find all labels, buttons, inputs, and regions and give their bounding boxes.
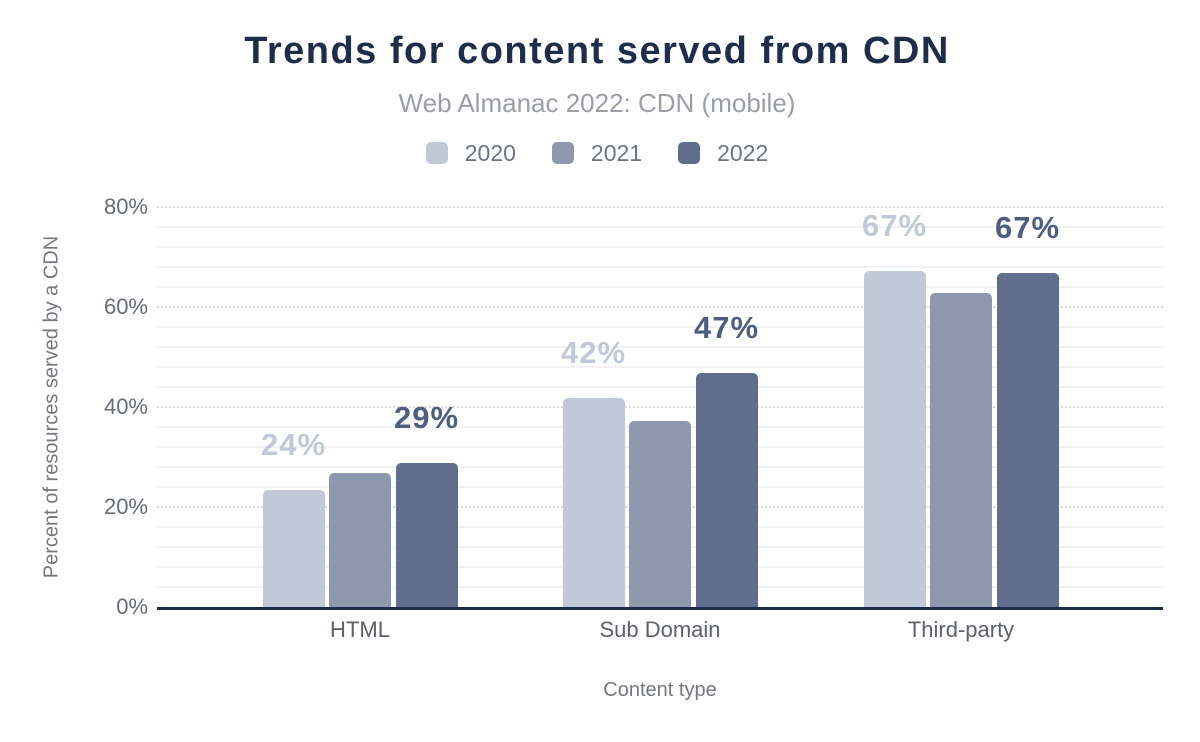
major-gridline-40	[157, 406, 1163, 408]
minor-gridline-56	[157, 326, 1163, 328]
value-label-2022-html: 29%	[393, 399, 460, 435]
chart-title: Trends for content served from CDN	[244, 30, 950, 72]
minor-gridline-48	[157, 366, 1163, 368]
minor-gridline-52	[157, 346, 1163, 348]
bar-2021-html	[329, 473, 391, 607]
value-label-2022-third-party: 67%	[994, 210, 1061, 245]
x-tick-third-party: Third-party	[907, 617, 1015, 642]
legend-item-2022: 2022	[678, 140, 768, 167]
value-label-2020-sub-domain: 42%	[560, 335, 627, 370]
y-tick-20: 20%	[103, 494, 148, 519]
legend-swatch-2021	[551, 142, 574, 165]
value-label-2020-third-party: 67%	[861, 207, 928, 243]
y-tick-60: 60%	[103, 294, 148, 319]
chart-subtitle: Web Almanac 2022: CDN (mobile)	[398, 87, 796, 118]
legend-item-2020: 2020	[425, 139, 516, 167]
legend-label-2022: 2022	[717, 139, 769, 166]
x-tick-sub-domain: Sub Domain	[599, 617, 721, 642]
legend-swatch-2020	[425, 142, 448, 165]
legend-item-2021: 2021	[551, 139, 643, 167]
chart-header: Trends for content served from CDN Web A…	[0, 0, 1194, 167]
legend: 2020 2021 2022	[0, 140, 1194, 167]
x-tick-html: HTML	[330, 617, 390, 642]
legend-label-2020: 2020	[464, 139, 516, 166]
minor-gridline-64	[157, 286, 1163, 288]
minor-gridline-68	[157, 266, 1163, 268]
bar-2020-sub-domain	[562, 398, 625, 607]
value-label-2020-html: 24%	[260, 426, 327, 462]
minor-gridline-76	[157, 226, 1163, 228]
bar-2022-html	[395, 462, 458, 607]
legend-swatch-2022	[678, 142, 701, 165]
y-tick-0: 0%	[116, 594, 148, 619]
minor-gridline-44	[157, 386, 1163, 388]
legend-label-2021: 2021	[590, 139, 643, 166]
minor-gridline-72	[157, 246, 1163, 248]
y-tick-80: 80%	[103, 194, 148, 219]
bar-2022-third-party	[996, 273, 1059, 607]
bar-2020-html	[262, 489, 325, 607]
x-axis-title: Content type	[603, 679, 717, 701]
value-label-2022-sub-domain: 47%	[693, 309, 760, 345]
plot-area: 24% 42% 67% 29% 47% 67%	[157, 206, 1163, 610]
bar-2021-sub-domain	[629, 420, 691, 607]
major-gridline-60	[157, 306, 1163, 308]
y-tick-40: 40%	[103, 394, 148, 419]
bar-2022-sub-domain	[695, 372, 758, 607]
bar-2020-third-party	[863, 270, 926, 607]
bar-2021-third-party	[930, 292, 992, 607]
major-gridline-80	[157, 206, 1163, 208]
